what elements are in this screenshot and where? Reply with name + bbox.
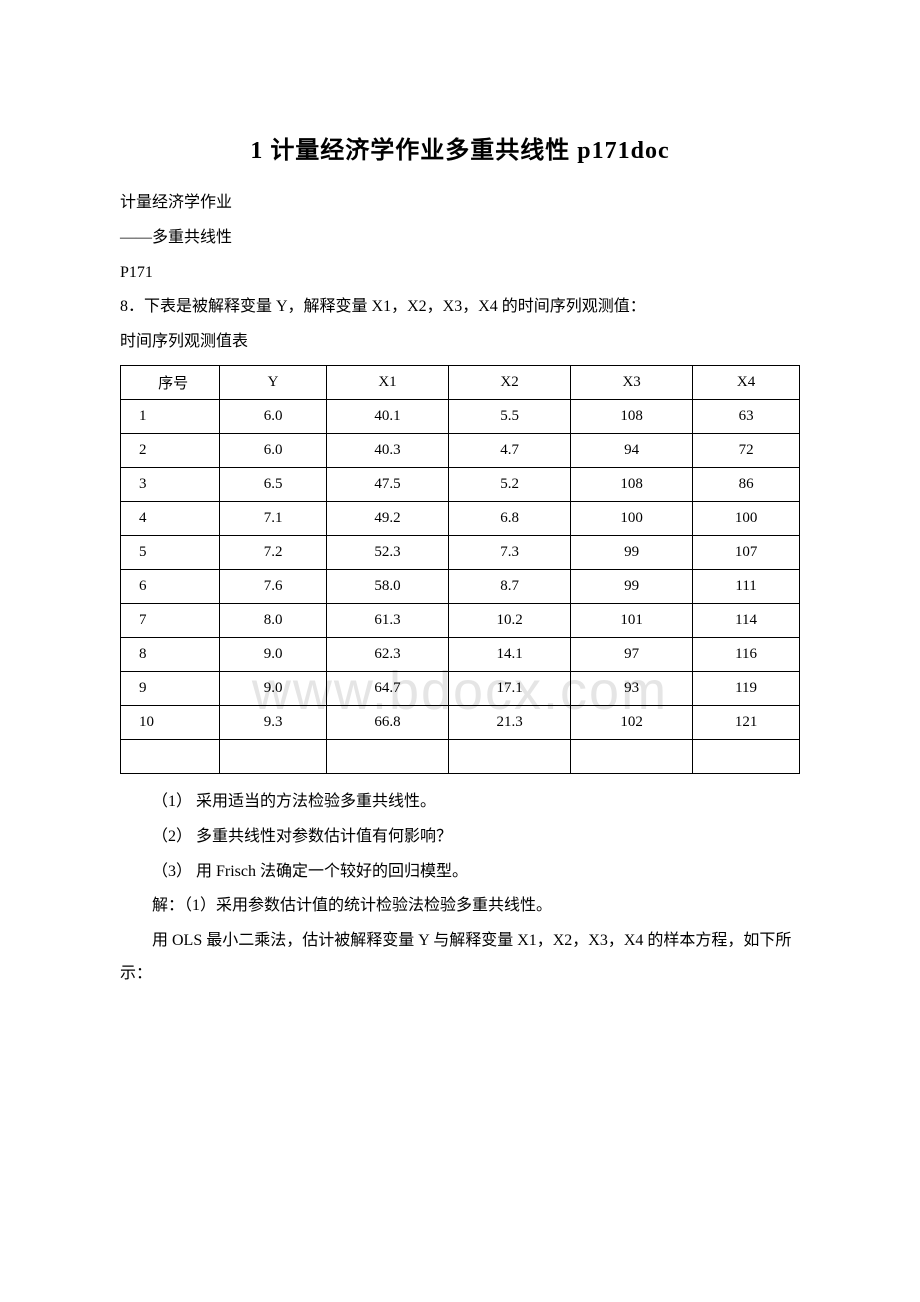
table-cell: 114 <box>693 603 800 637</box>
table-header-cell: Y <box>220 365 327 399</box>
table-cell <box>449 739 571 773</box>
table-cell: 5 <box>121 535 220 569</box>
table-cell: 7.2 <box>220 535 327 569</box>
paragraph-page-ref: P171 <box>120 257 800 290</box>
table-row: 6 7.6 58.0 8.7 99 111 <box>121 569 800 603</box>
table-cell: 5.5 <box>449 399 571 433</box>
table-cell: 72 <box>693 433 800 467</box>
question-3: （3） 用 Frisch 法确定一个较好的回归模型。 <box>120 856 800 889</box>
table-cell: 63 <box>693 399 800 433</box>
table-cell: 6.0 <box>220 399 327 433</box>
solution-intro: 解：（1）采用参数估计值的统计检验法检验多重共线性。 <box>120 890 800 923</box>
table-row: 4 7.1 49.2 6.8 100 100 <box>121 501 800 535</box>
table-header-cell: X3 <box>571 365 693 399</box>
table-cell <box>220 739 327 773</box>
solution-method: 用 OLS 最小二乘法，估计被解释变量 Y 与解释变量 X1，X2，X3，X4 … <box>120 925 800 991</box>
table-cell: 62.3 <box>326 637 448 671</box>
table-header-cell: X1 <box>326 365 448 399</box>
table-cell: 97 <box>571 637 693 671</box>
table-cell: 9 <box>121 671 220 705</box>
table-cell <box>571 739 693 773</box>
table-cell: 17.1 <box>449 671 571 705</box>
table-cell: 6.0 <box>220 433 327 467</box>
table-cell: 5.2 <box>449 467 571 501</box>
table-cell: 7.1 <box>220 501 327 535</box>
table-cell: 49.2 <box>326 501 448 535</box>
table-cell: 9.0 <box>220 671 327 705</box>
table-cell: 108 <box>571 467 693 501</box>
table-cell: 6.5 <box>220 467 327 501</box>
table-caption: 时间序列观测值表 <box>120 326 800 359</box>
table-header-cell: X4 <box>693 365 800 399</box>
table-cell: 4.7 <box>449 433 571 467</box>
table-cell: 100 <box>693 501 800 535</box>
table-header-cell: 序号 <box>121 365 220 399</box>
paragraph-problem-statement: 8．下表是被解释变量 Y，解释变量 X1，X2，X3，X4 的时间序列观测值： <box>120 291 800 324</box>
table-cell: 107 <box>693 535 800 569</box>
table-cell: 61.3 <box>326 603 448 637</box>
table-cell: 66.8 <box>326 705 448 739</box>
table-cell: 8.0 <box>220 603 327 637</box>
table-cell: 108 <box>571 399 693 433</box>
table-cell: 8.7 <box>449 569 571 603</box>
table-cell: 8 <box>121 637 220 671</box>
paragraph-subject: 计量经济学作业 <box>120 187 800 220</box>
question-2: （2） 多重共线性对参数估计值有何影响？ <box>120 821 800 854</box>
table-cell: 99 <box>571 535 693 569</box>
table-cell <box>693 739 800 773</box>
table-cell: 40.1 <box>326 399 448 433</box>
paragraph-subtitle: ——多重共线性 <box>120 222 800 255</box>
table-cell: 21.3 <box>449 705 571 739</box>
table-row: 3 6.5 47.5 5.2 108 86 <box>121 467 800 501</box>
table-cell: 102 <box>571 705 693 739</box>
table-cell: 1 <box>121 399 220 433</box>
table-cell: 99 <box>571 569 693 603</box>
table-cell: 9.0 <box>220 637 327 671</box>
table-cell <box>121 739 220 773</box>
table-cell: 4 <box>121 501 220 535</box>
table-cell: 6 <box>121 569 220 603</box>
table-cell: 64.7 <box>326 671 448 705</box>
table-cell: 7 <box>121 603 220 637</box>
table-cell: 47.5 <box>326 467 448 501</box>
table-cell: 3 <box>121 467 220 501</box>
table-cell: 9.3 <box>220 705 327 739</box>
table-cell: 93 <box>571 671 693 705</box>
table-cell: 119 <box>693 671 800 705</box>
table-cell: 14.1 <box>449 637 571 671</box>
table-cell: 7.3 <box>449 535 571 569</box>
table-cell: 40.3 <box>326 433 448 467</box>
table-cell: 52.3 <box>326 535 448 569</box>
table-row <box>121 739 800 773</box>
table-row: 7 8.0 61.3 10.2 101 114 <box>121 603 800 637</box>
table-row: 5 7.2 52.3 7.3 99 107 <box>121 535 800 569</box>
document-title: 1 计量经济学作业多重共线性 p171doc <box>120 130 800 165</box>
table-row: 10 9.3 66.8 21.3 102 121 <box>121 705 800 739</box>
table-header-cell: X2 <box>449 365 571 399</box>
table-row: 9 9.0 64.7 17.1 93 119 <box>121 671 800 705</box>
table-cell: 116 <box>693 637 800 671</box>
table-row: 8 9.0 62.3 14.1 97 116 <box>121 637 800 671</box>
table-cell: 111 <box>693 569 800 603</box>
table-cell: 6.8 <box>449 501 571 535</box>
data-table: 序号 Y X1 X2 X3 X4 1 6.0 40.1 5.5 108 63 2… <box>120 365 800 774</box>
table-cell: 10.2 <box>449 603 571 637</box>
table-cell: 121 <box>693 705 800 739</box>
table-row: 1 6.0 40.1 5.5 108 63 <box>121 399 800 433</box>
table-cell: 100 <box>571 501 693 535</box>
table-cell <box>326 739 448 773</box>
table-cell: 2 <box>121 433 220 467</box>
table-cell: 86 <box>693 467 800 501</box>
table-cell: 58.0 <box>326 569 448 603</box>
table-cell: 94 <box>571 433 693 467</box>
table-row: 2 6.0 40.3 4.7 94 72 <box>121 433 800 467</box>
table-header-row: 序号 Y X1 X2 X3 X4 <box>121 365 800 399</box>
table-cell: 7.6 <box>220 569 327 603</box>
question-1: （1） 采用适当的方法检验多重共线性。 <box>120 786 800 819</box>
table-cell: 101 <box>571 603 693 637</box>
table-cell: 10 <box>121 705 220 739</box>
